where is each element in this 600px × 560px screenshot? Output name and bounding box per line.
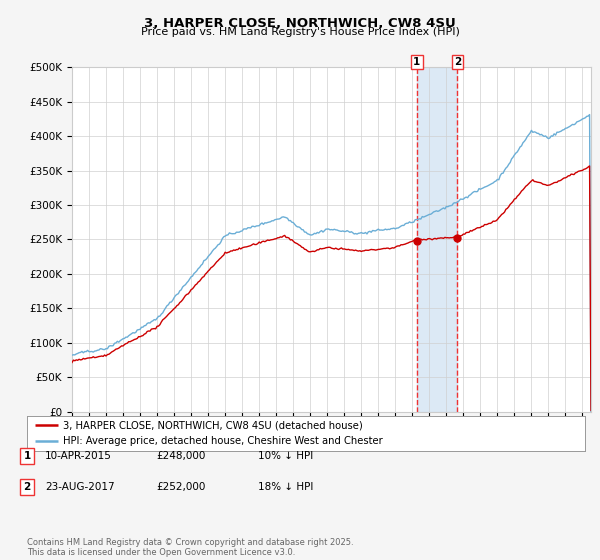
Text: 1: 1 <box>23 451 31 461</box>
Bar <box>417 67 457 412</box>
Text: 18% ↓ HPI: 18% ↓ HPI <box>258 482 313 492</box>
Text: £248,000: £248,000 <box>156 451 205 461</box>
Text: £252,000: £252,000 <box>156 482 205 492</box>
Text: 10% ↓ HPI: 10% ↓ HPI <box>258 451 313 461</box>
Text: 3, HARPER CLOSE, NORTHWICH, CW8 4SU (detached house): 3, HARPER CLOSE, NORTHWICH, CW8 4SU (det… <box>63 421 363 431</box>
Text: 2: 2 <box>23 482 31 492</box>
Text: Contains HM Land Registry data © Crown copyright and database right 2025.
This d: Contains HM Land Registry data © Crown c… <box>27 538 353 557</box>
Text: 3, HARPER CLOSE, NORTHWICH, CW8 4SU: 3, HARPER CLOSE, NORTHWICH, CW8 4SU <box>144 17 456 30</box>
Text: HPI: Average price, detached house, Cheshire West and Chester: HPI: Average price, detached house, Ches… <box>63 436 383 446</box>
Text: 1: 1 <box>413 57 421 67</box>
Text: Price paid vs. HM Land Registry's House Price Index (HPI): Price paid vs. HM Land Registry's House … <box>140 27 460 37</box>
Text: 10-APR-2015: 10-APR-2015 <box>45 451 112 461</box>
Text: 23-AUG-2017: 23-AUG-2017 <box>45 482 115 492</box>
Text: 2: 2 <box>454 57 461 67</box>
